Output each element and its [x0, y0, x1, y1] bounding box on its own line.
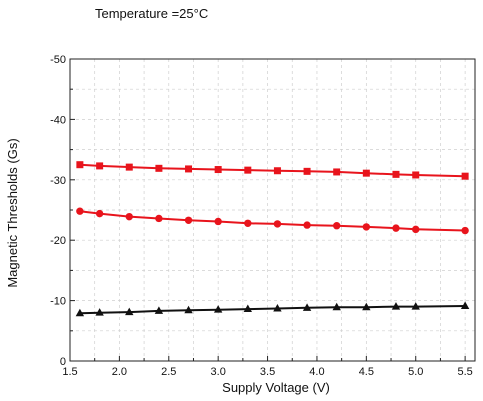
y-axis-label: Magnetic Thresholds (Gs) [5, 138, 20, 287]
series-1 [76, 161, 469, 180]
data-point [273, 220, 282, 228]
y-tick-label: -40 [50, 114, 66, 126]
data-point [214, 217, 222, 226]
x-tick-label: 2.0 [112, 366, 127, 378]
data-point [412, 225, 420, 234]
data-point [362, 223, 371, 231]
data-point [76, 207, 84, 215]
x-tick-label: 4.5 [359, 366, 374, 378]
series-line [79, 163, 466, 178]
data-point [392, 224, 400, 232]
data-point [155, 214, 163, 223]
data-point [184, 305, 193, 314]
data-point [95, 308, 104, 316]
y-tick-label: 0 [60, 356, 66, 368]
data-point [125, 307, 134, 316]
data-point [362, 169, 370, 177]
y-tick-label: -30 [50, 175, 66, 187]
data-point [155, 164, 163, 172]
data-point [333, 222, 341, 230]
data-point [411, 302, 420, 310]
y-tick-label: -50 [50, 54, 66, 66]
data-point [302, 303, 312, 311]
x-tick-label: 5.0 [408, 366, 423, 378]
data-point [461, 172, 469, 180]
series-3 [75, 301, 470, 317]
x-tick-label: 1.5 [62, 366, 77, 378]
data-point [412, 171, 420, 179]
data-point [303, 167, 311, 175]
data-point [184, 216, 193, 224]
data-point [243, 304, 253, 313]
data-point [125, 212, 133, 221]
y-axis: 0 -10 -20 -30 -40 -50 [50, 54, 75, 368]
data-point [96, 162, 104, 170]
data-point [213, 305, 223, 313]
data-point [460, 301, 470, 310]
x-tick-label: 3.0 [211, 366, 226, 378]
data-point [75, 308, 85, 317]
data-point [185, 165, 193, 173]
grid [70, 59, 475, 361]
x-tick-label: 3.5 [260, 366, 275, 378]
x-axis: 1.5 2.0 2.5 3.0 3.5 4.0 4.5 5.0 5.5 [62, 356, 473, 378]
data-point [273, 303, 282, 312]
data-point [333, 168, 341, 176]
x-tick-label: 4.0 [309, 366, 324, 378]
chart-title: Temperature =25°C [95, 6, 209, 21]
data-point [154, 306, 164, 314]
data-point [244, 219, 252, 227]
data-point [76, 161, 84, 169]
series-2 [76, 207, 469, 235]
x-axis-label: Supply Voltage (V) [222, 380, 330, 395]
data-point [125, 163, 133, 171]
data-point [273, 167, 281, 175]
series-line [79, 210, 466, 232]
data-point [392, 170, 400, 178]
data-point [244, 166, 252, 174]
data-point [332, 302, 341, 311]
y-tick-label: -10 [50, 296, 66, 308]
data-point [95, 209, 104, 218]
x-tick-label: 2.5 [161, 366, 176, 378]
y-tick-label: -20 [50, 235, 66, 247]
x-tick-label: 5.5 [457, 366, 472, 378]
data-point [461, 226, 469, 235]
data-point [391, 302, 401, 310]
data-point [303, 221, 311, 229]
data-point [362, 302, 371, 311]
data-point [214, 166, 222, 174]
series-line [79, 305, 466, 315]
series-group [75, 161, 470, 317]
